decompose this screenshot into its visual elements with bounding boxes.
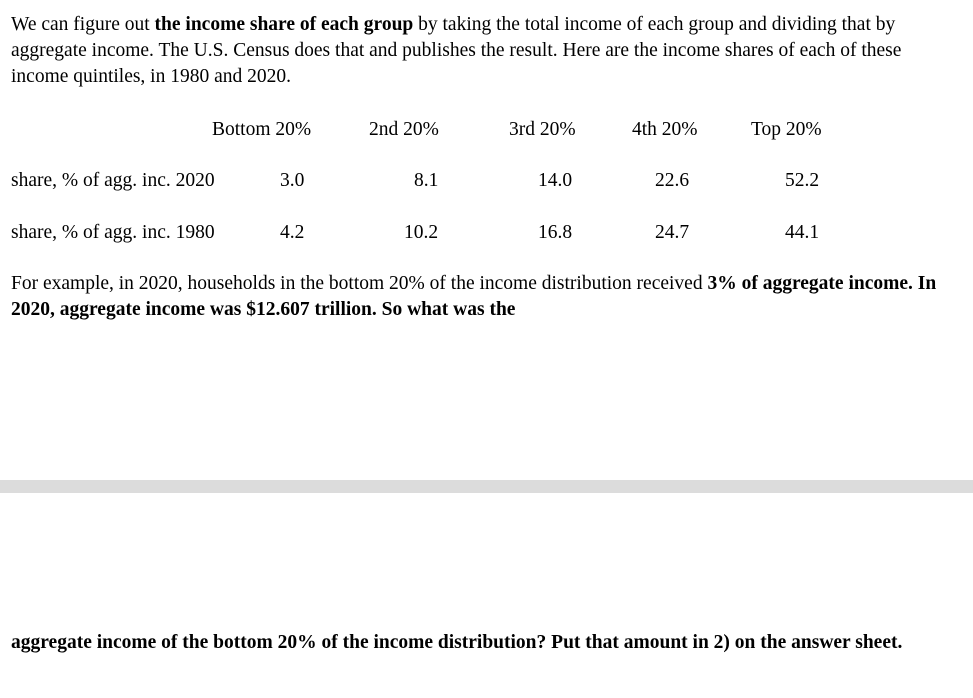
intro-paragraph: We can figure out the income share of ea… [11, 12, 951, 90]
example-paragraph: For example, in 2020, households in the … [11, 271, 951, 323]
table-row: share, % of agg. inc. 1980 4.2 10.2 16.8… [0, 220, 973, 246]
value-2020-top: 52.2 [785, 170, 820, 191]
header-4th-20: 4th 20% [632, 119, 698, 140]
value-2020-2nd: 8.1 [414, 170, 439, 191]
page-break [0, 480, 973, 493]
example-bold-text: 3% of aggregate income. In 2020, aggrega… [11, 273, 937, 320]
value-1980-4th: 24.7 [655, 222, 690, 243]
value-1980-2nd: 10.2 [404, 222, 439, 243]
header-3rd-20: 3rd 20% [509, 119, 576, 140]
question-bold-text: aggregate income of the bottom 20% of th… [11, 632, 903, 653]
header-bottom-20: Bottom 20% [212, 119, 312, 140]
value-2020-3rd: 14.0 [538, 170, 573, 191]
document-page-bottom [0, 493, 973, 698]
income-share-table-header: Bottom 20% 2nd 20% 3rd 20% 4th 20% Top 2… [0, 117, 973, 143]
value-2020-bottom: 3.0 [280, 170, 305, 191]
value-1980-bottom: 4.2 [280, 222, 305, 243]
example-text: For example, in 2020, households in the … [11, 273, 708, 294]
header-2nd-20: 2nd 20% [369, 119, 439, 140]
intro-text-2: by taking the total income of each group… [11, 14, 902, 87]
value-1980-3rd: 16.8 [538, 222, 573, 243]
row-label-1980: share, % of agg. inc. 1980 [11, 222, 215, 243]
value-2020-4th: 22.6 [655, 170, 690, 191]
intro-bold-text: the income share of each group [154, 14, 414, 35]
row-label-2020: share, % of agg. inc. 2020 [11, 170, 215, 191]
document-page-top: We can figure out the income share of ea… [0, 12, 973, 323]
table-row: share, % of agg. inc. 2020 3.0 8.1 14.0 … [0, 168, 973, 194]
header-top-20: Top 20% [751, 119, 822, 140]
question-paragraph: aggregate income of the bottom 20% of th… [11, 630, 951, 656]
intro-text-1: We can figure out [11, 14, 155, 35]
value-1980-top: 44.1 [785, 222, 820, 243]
